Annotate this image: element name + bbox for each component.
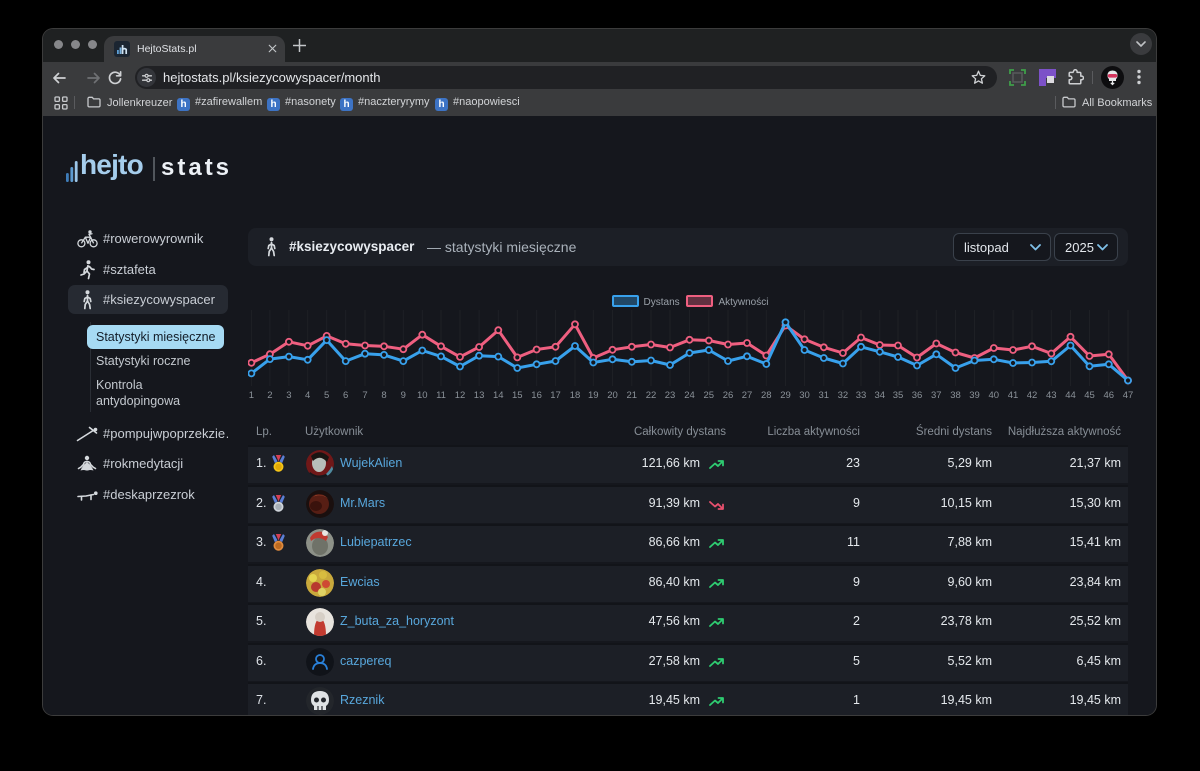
svg-text:2: 2	[267, 390, 272, 401]
svg-text:34: 34	[875, 390, 886, 401]
svg-text:5: 5	[324, 390, 329, 401]
svg-text:12: 12	[455, 390, 466, 401]
svg-text:13: 13	[474, 390, 485, 401]
svg-text:24: 24	[684, 390, 695, 401]
svg-text:3: 3	[286, 390, 291, 401]
svg-text:14: 14	[493, 390, 504, 401]
svg-text:45: 45	[1084, 390, 1095, 401]
svg-text:35: 35	[893, 390, 904, 401]
svg-text:37: 37	[931, 390, 942, 401]
svg-text:40: 40	[989, 390, 1000, 401]
svg-text:10: 10	[417, 390, 428, 401]
svg-text:38: 38	[950, 390, 961, 401]
svg-text:1: 1	[249, 390, 254, 401]
svg-text:25: 25	[704, 390, 715, 401]
svg-text:21: 21	[627, 390, 638, 401]
svg-text:39: 39	[969, 390, 980, 401]
svg-text:11: 11	[436, 390, 446, 401]
svg-text:22: 22	[646, 390, 657, 401]
svg-text:4: 4	[305, 390, 310, 401]
svg-text:17: 17	[550, 390, 561, 401]
svg-text:7: 7	[362, 390, 367, 401]
svg-text:47: 47	[1123, 390, 1134, 401]
svg-text:27: 27	[742, 390, 753, 401]
svg-text:42: 42	[1027, 390, 1038, 401]
svg-text:19: 19	[588, 390, 599, 401]
svg-text:26: 26	[723, 390, 734, 401]
svg-text:43: 43	[1046, 390, 1057, 401]
svg-text:28: 28	[761, 390, 772, 401]
svg-text:31: 31	[819, 390, 830, 401]
svg-text:44: 44	[1065, 390, 1076, 401]
svg-text:29: 29	[780, 390, 791, 401]
svg-text:18: 18	[570, 390, 581, 401]
svg-text:41: 41	[1008, 390, 1019, 401]
svg-text:6: 6	[343, 390, 348, 401]
svg-text:36: 36	[912, 390, 923, 401]
svg-text:32: 32	[838, 390, 849, 401]
svg-text:15: 15	[512, 390, 523, 401]
svg-text:23: 23	[665, 390, 676, 401]
svg-text:46: 46	[1104, 390, 1115, 401]
svg-text:16: 16	[531, 390, 542, 401]
svg-text:33: 33	[856, 390, 867, 401]
svg-text:8: 8	[381, 390, 386, 401]
svg-text:30: 30	[799, 390, 810, 401]
svg-text:9: 9	[401, 390, 406, 401]
svg-text:20: 20	[607, 390, 618, 401]
